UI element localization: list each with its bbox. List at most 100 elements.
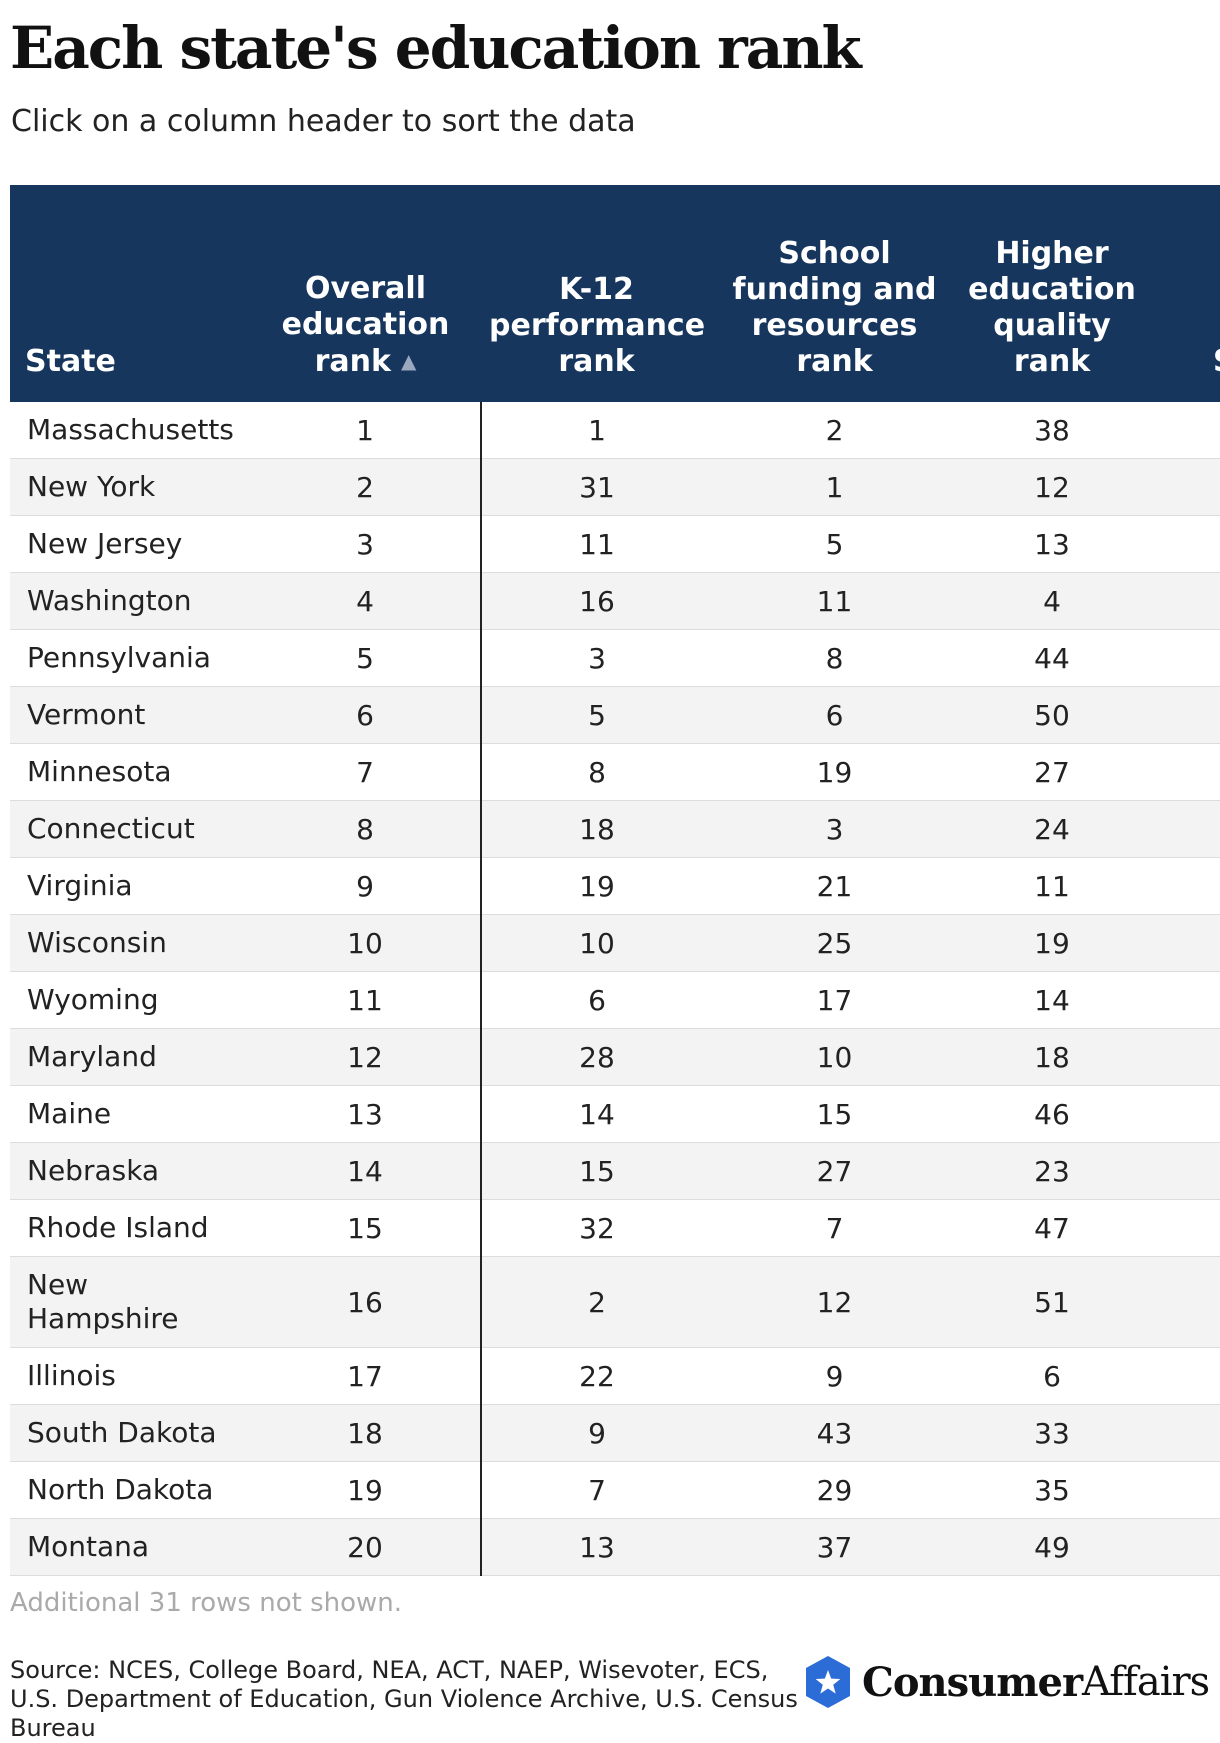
cell-state: Maine [10,1085,250,1143]
cell-state: Rhode Island [10,1199,250,1257]
cell-state: New Hampshire [10,1256,250,1348]
column-header-k12[interactable]: K-12 performance rank [481,185,712,402]
cell-higher: 13 [957,515,1147,573]
cell-higher: 47 [957,1199,1147,1257]
cell-overall: 19 [250,1461,482,1519]
cell-state: Pennsylvania [10,629,250,687]
column-header-label: K-12 performance rank [489,272,706,379]
cell-funding: 2 [712,402,957,459]
column-header-safety[interactable]: S s [1147,185,1220,402]
cell-state: South Dakota [10,1404,250,1462]
cell-k12: 22 [481,1347,712,1405]
cell-k12: 15 [481,1142,712,1200]
cell-funding: 17 [712,971,957,1029]
cell-state: Wisconsin [10,914,250,972]
cell-k12: 9 [481,1404,712,1462]
column-header-label: State [25,344,116,379]
column-header-state[interactable]: State [10,185,250,402]
cell-safety [1147,458,1220,516]
cell-state: Wyoming [10,971,250,1029]
cell-k12: 3 [481,629,712,687]
cell-k12: 8 [481,743,712,801]
sort-ascending-icon: ▲ [400,349,417,373]
cell-overall: 10 [250,914,482,972]
cell-safety: 3 [1147,402,1220,459]
table-row: Massachusetts112383 [10,402,1220,459]
table-row: Virginia 9 19 21 11 [10,857,1220,915]
table-row: Wyoming11617143 [10,971,1220,1029]
cell-funding: 19 [712,743,957,801]
cell-funding: 1 [712,458,957,516]
cell-k12: 19 [481,857,712,915]
cell-overall: 18 [250,1404,482,1462]
source-note: Source: NCES, College Board, NEA, ACT, N… [10,1656,798,1742]
cell-overall: 8 [250,800,482,858]
table-row: New Jersey 3 11 5 13 [10,515,1220,573]
cell-funding: 8 [712,629,957,687]
consumeraffairs-logo: Consumer Affairs [802,1650,1210,1714]
cell-safety: 1 [1147,1028,1220,1086]
cell-safety [1147,1142,1220,1200]
table-row: South Dakota 18 9 43 33 [10,1404,1220,1462]
cell-k12: 28 [481,1028,712,1086]
cell-safety: 2 [1147,686,1220,744]
cell-funding: 9 [712,1347,957,1405]
cell-funding: 10 [712,1028,957,1086]
table-row: New York 2 31 1 12 [10,458,1220,516]
cell-overall: 14 [250,1142,482,1200]
cell-higher: 19 [957,914,1147,972]
cell-state: Illinois [10,1347,250,1405]
cell-overall: 9 [250,857,482,915]
cell-k12: 11 [481,515,712,573]
cell-overall: 2 [250,458,482,516]
table-row: Illinois 17 22 9 6 [10,1347,1220,1405]
cell-funding: 15 [712,1085,957,1143]
page-title: Each state's education rank [10,14,862,82]
column-header-label: School funding and resources rank [732,236,937,379]
cell-safety: 1 [1147,914,1220,972]
cell-higher: 38 [957,402,1147,459]
table-row: Minnesota 7 8 19 27 [10,743,1220,801]
column-header-overall[interactable]: Overall education rank ▲ [250,185,481,402]
cell-overall: 17 [250,1347,482,1405]
cell-higher: 18 [957,1028,1147,1086]
column-header-higher[interactable]: Higher education quality rank [957,185,1147,402]
table-row: Nebraska 14 15 27 23 [10,1142,1220,1200]
cell-overall: 16 [250,1256,482,1348]
cell-higher: 23 [957,1142,1147,1200]
cell-k12: 16 [481,572,712,630]
column-header-funding[interactable]: School funding and resources rank [712,185,957,402]
cell-safety [1147,1347,1220,1405]
cell-overall: 6 [250,686,482,744]
cell-overall: 3 [250,515,482,573]
table-row: Maryland122810181 [10,1028,1220,1086]
table-row: Montana 20 13 37 49 [10,1518,1220,1576]
cell-k12: 18 [481,800,712,858]
cell-state: Massachusetts [10,402,250,459]
cell-funding: 37 [712,1518,957,1576]
cell-safety [1147,1518,1220,1576]
cell-safety [1147,629,1220,687]
table-row: Wisconsin101025191 [10,914,1220,972]
cell-state: Minnesota [10,743,250,801]
cell-safety [1147,743,1220,801]
column-header-label: Higher education quality rank [968,236,1136,379]
cell-funding: 27 [712,1142,957,1200]
table-row: Vermont656502 [10,686,1220,744]
cell-state: Montana [10,1518,250,1576]
cell-safety: 3 [1147,971,1220,1029]
cell-state: New Jersey [10,515,250,573]
cell-funding: 29 [712,1461,957,1519]
cell-state: New York [10,458,250,516]
cell-higher: 27 [957,743,1147,801]
table-row: Maine 13 14 15 46 [10,1085,1220,1143]
table-row: Pennsylvania 5 3 8 44 [10,629,1220,687]
cell-safety [1147,1404,1220,1462]
rows-not-shown-note: Additional 31 rows not shown. [10,1588,403,1618]
logo-text-light: Affairs [1082,1659,1210,1705]
logo-text-strong: Consumer [862,1658,1083,1706]
cell-overall: 12 [250,1028,482,1086]
cell-higher: 11 [957,857,1147,915]
cell-higher: 50 [957,686,1147,744]
